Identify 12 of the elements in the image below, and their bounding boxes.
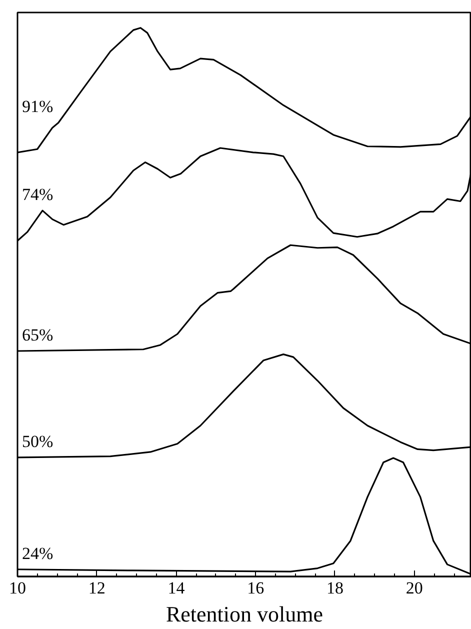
series-label: 74% [22, 184, 54, 204]
x-axis-title: Retention volume [166, 602, 324, 626]
x-tick-label: 14 [168, 578, 186, 598]
x-tick-label: 16 [247, 578, 264, 598]
series-label: 65% [22, 325, 54, 344]
x-tick-label: 12 [88, 578, 106, 598]
x-tick-label: 18 [326, 578, 344, 598]
x-tick-label: 20 [406, 578, 423, 598]
x-tick-label: 10 [9, 578, 26, 598]
series-label: 50% [22, 432, 54, 451]
series-label: 91% [22, 97, 54, 116]
series-label: 24% [22, 544, 54, 563]
